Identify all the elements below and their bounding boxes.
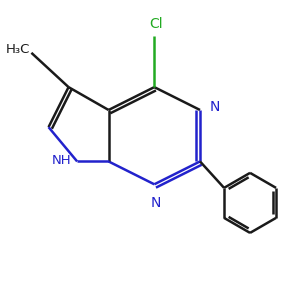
Text: H₃C: H₃C — [6, 44, 30, 56]
Text: N: N — [151, 196, 161, 210]
Text: NH: NH — [52, 154, 71, 166]
Text: Cl: Cl — [149, 17, 163, 32]
Text: N: N — [210, 100, 220, 114]
